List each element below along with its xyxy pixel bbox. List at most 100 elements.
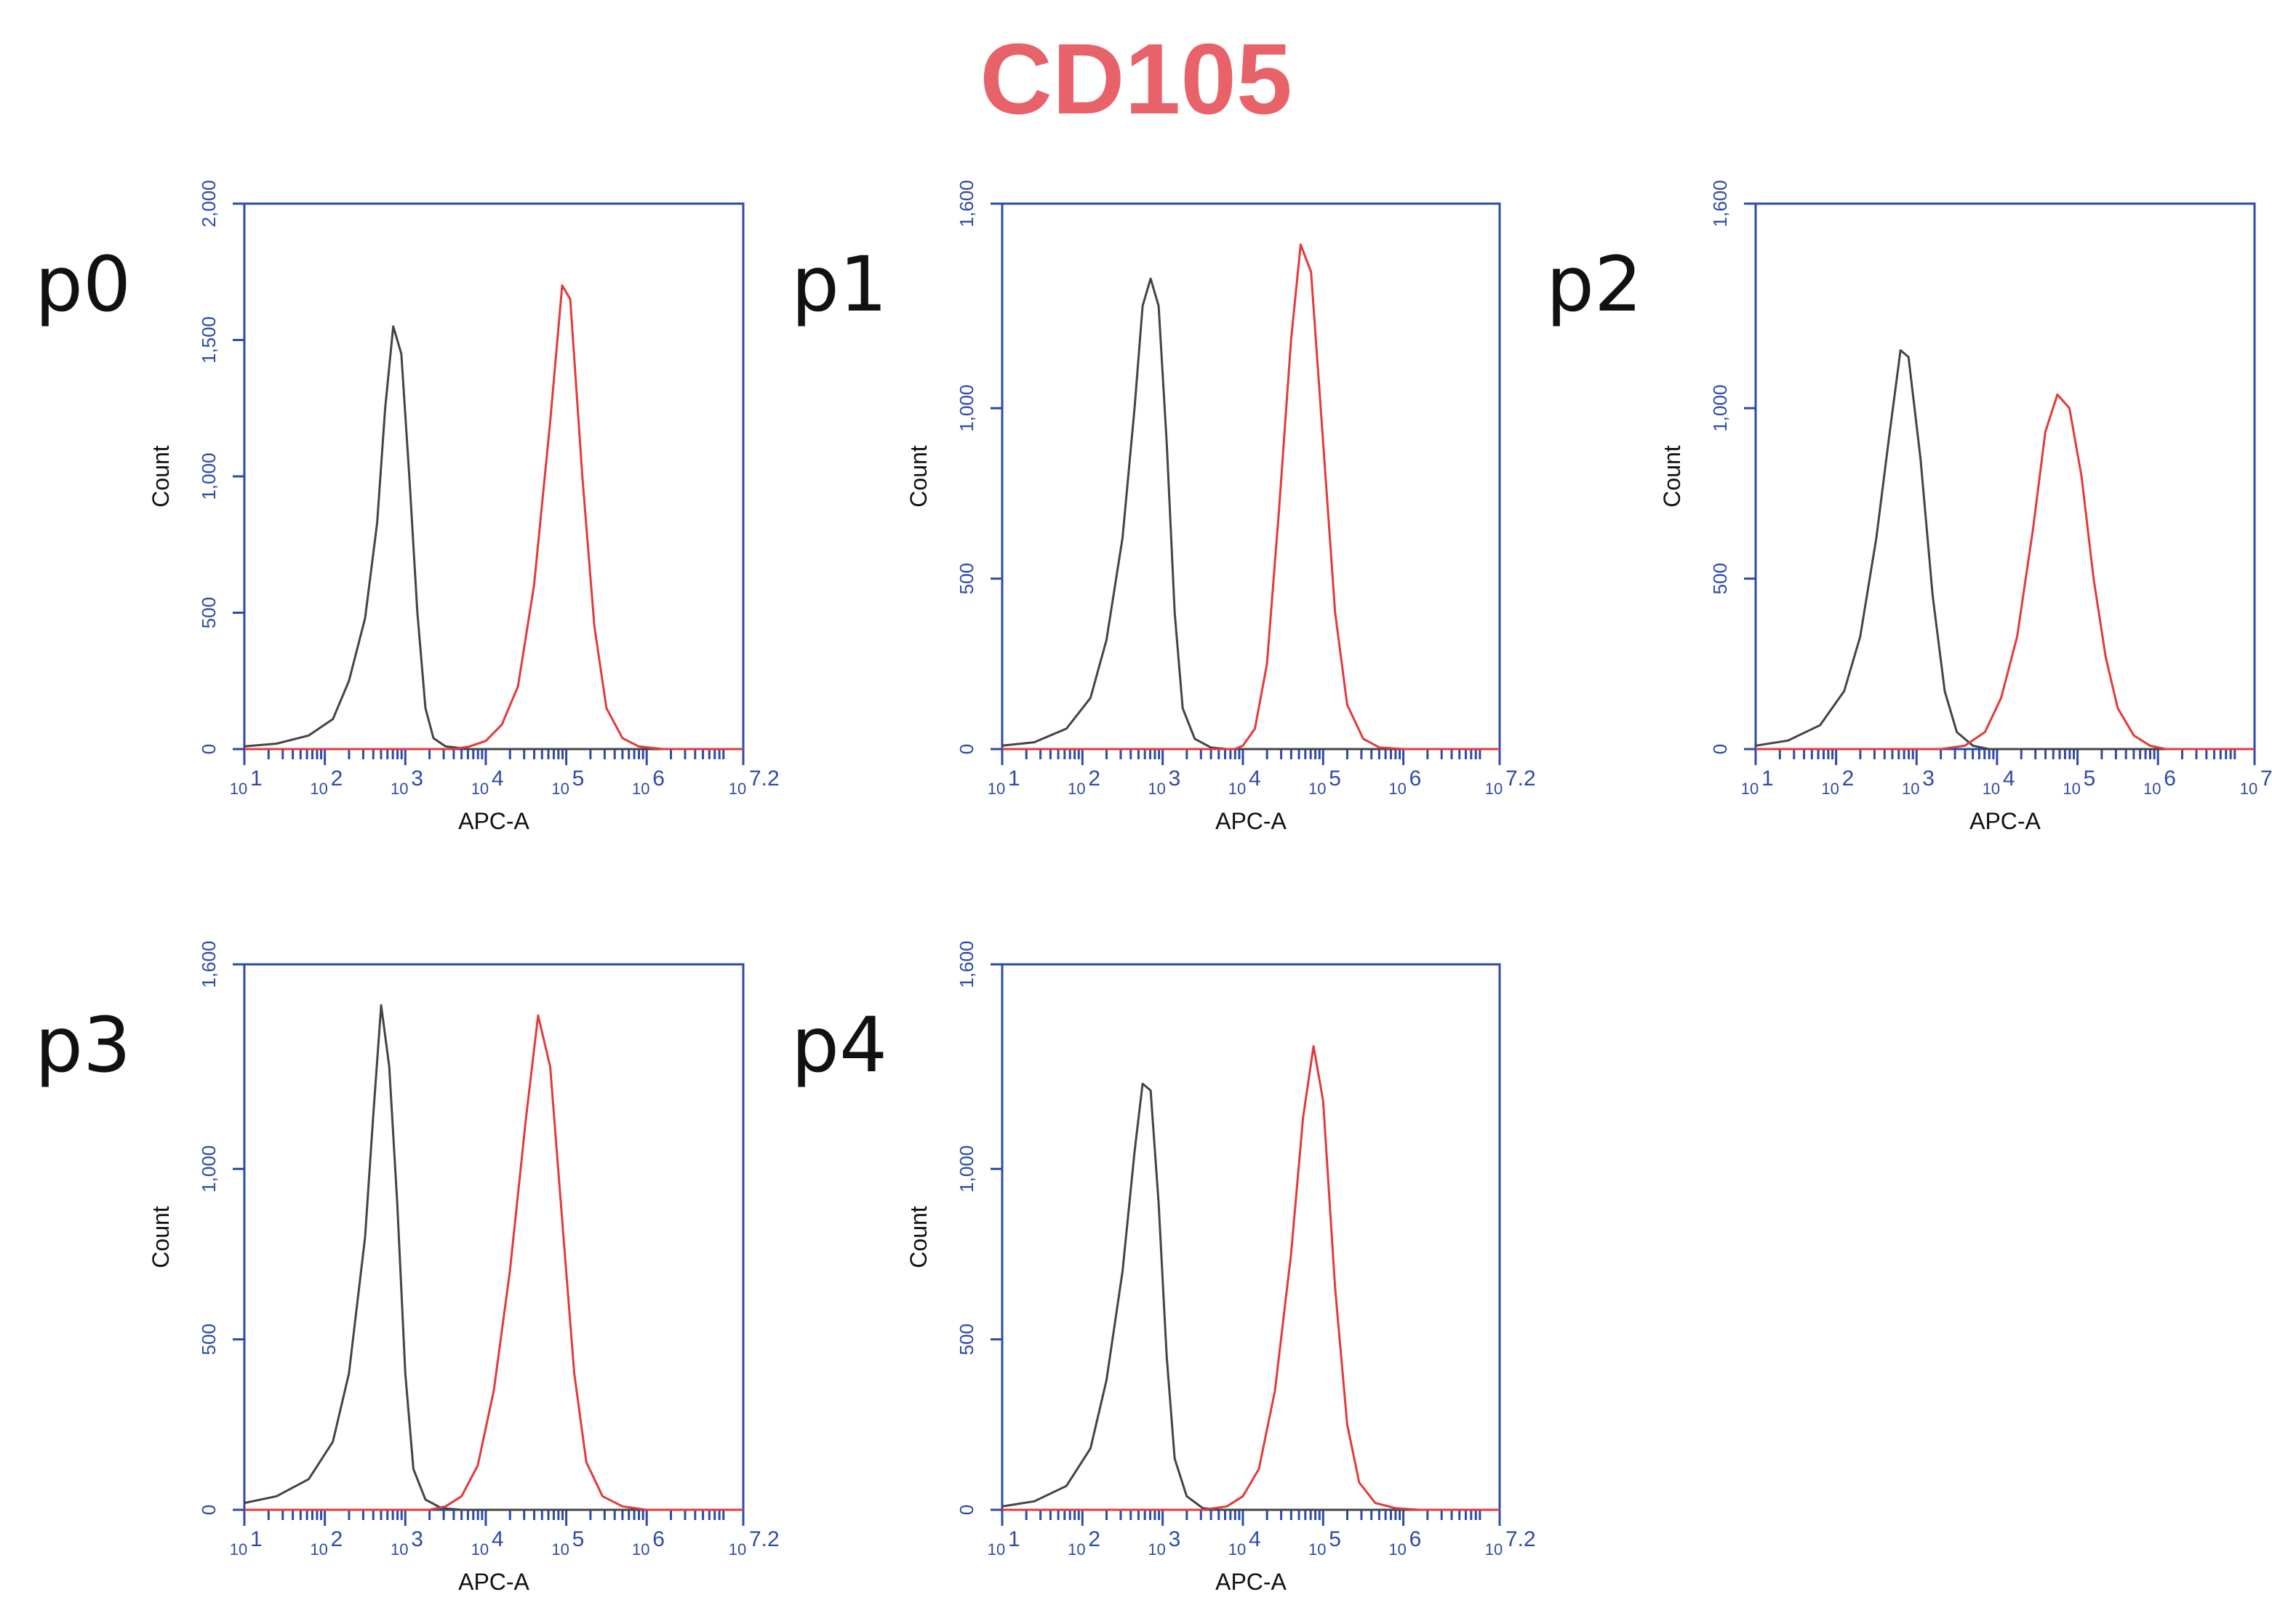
y-tick-label: 1,600	[198, 940, 220, 988]
x-tick-base: 10	[988, 1540, 1005, 1559]
x-tick-base: 10	[1388, 780, 1406, 798]
series-control	[244, 1004, 743, 1511]
x-tick-exponent: 6	[652, 767, 665, 791]
y-tick-label: 500	[198, 1324, 220, 1355]
y-tick-label: 500	[956, 1324, 977, 1355]
plot-frame	[1754, 202, 2256, 751]
x-tick-base: 10	[632, 780, 649, 798]
y-axis-label: Count	[905, 445, 932, 508]
x-tick-exponent: 1	[250, 1527, 263, 1551]
x-tick-base: 10	[391, 780, 408, 798]
y-tick-label: 1,000	[956, 1145, 977, 1193]
x-tick-base: 10	[1308, 1540, 1326, 1559]
series-control	[1001, 1082, 1500, 1511]
series-stained	[244, 284, 743, 751]
y-tick-label: 1,600	[956, 940, 977, 988]
x-tick-exponent: 7.2	[749, 1527, 780, 1551]
x-tick-base: 10	[729, 780, 746, 798]
figure-title: CD105	[980, 23, 1292, 135]
x-axis-label: APC-A	[1215, 808, 1287, 834]
x-tick-exponent: 1	[1008, 767, 1020, 791]
x-tick-base: 10	[1228, 780, 1246, 798]
x-tick-base: 10	[729, 1540, 746, 1559]
x-tick-base: 10	[391, 1540, 408, 1559]
x-tick-exponent: 7.2	[2260, 767, 2272, 791]
x-tick-exponent: 5	[2084, 767, 2096, 791]
x-tick-base: 10	[1902, 780, 1919, 798]
x-tick-exponent: 1	[1008, 1527, 1020, 1551]
x-tick-base: 10	[1068, 1540, 1085, 1559]
x-tick-base: 10	[988, 780, 1005, 798]
x-axis-label: APC-A	[458, 1569, 529, 1595]
y-tick-label: 1,500	[198, 316, 220, 364]
x-tick-base: 10	[551, 1540, 569, 1559]
x-tick-exponent: 3	[1922, 767, 1935, 791]
x-tick-base: 10	[1148, 1540, 1165, 1559]
y-tick-label: 500	[1709, 563, 1731, 594]
histogram-p2: 05001,0001,600101102103104105106107.2APC…	[1659, 180, 2272, 834]
series-control	[1001, 277, 1500, 751]
x-tick-exponent: 4	[1249, 767, 1261, 791]
x-tick-base: 10	[1388, 1540, 1406, 1559]
series-stained	[244, 1014, 743, 1511]
x-tick-exponent: 6	[1409, 767, 1422, 791]
x-tick-exponent: 1	[1761, 767, 1774, 791]
x-tick-exponent: 3	[411, 1527, 423, 1551]
y-axis-label: Count	[1659, 445, 1685, 508]
y-tick-label: 1,000	[1709, 385, 1731, 432]
x-tick-base: 10	[2063, 780, 2080, 798]
x-tick-exponent: 7.2	[1505, 767, 1536, 791]
panel-label-p3: p3	[35, 1001, 132, 1089]
x-tick-base: 10	[310, 1540, 327, 1559]
panel-label-p2: p2	[1546, 240, 1643, 329]
x-tick-exponent: 1	[250, 767, 263, 791]
plot-frame	[243, 963, 745, 1511]
x-tick-base: 10	[1821, 780, 1839, 798]
x-tick-exponent: 2	[1842, 767, 1855, 791]
x-tick-exponent: 4	[492, 1527, 504, 1551]
x-tick-exponent: 4	[2003, 767, 2015, 791]
x-tick-exponent: 3	[1169, 767, 1181, 791]
x-tick-base: 10	[1228, 1540, 1246, 1559]
y-tick-label: 1,000	[956, 385, 977, 432]
y-tick-label: 1,000	[198, 1145, 220, 1193]
x-tick-exponent: 7.2	[749, 767, 780, 791]
x-tick-base: 10	[1148, 780, 1165, 798]
series-stained	[1756, 393, 2255, 751]
y-tick-label: 0	[198, 1505, 220, 1515]
x-tick-base: 10	[1485, 1540, 1503, 1559]
y-axis-label: Count	[148, 445, 174, 508]
series-stained	[1002, 1045, 1500, 1511]
x-tick-base: 10	[471, 780, 489, 798]
y-tick-label: 0	[956, 744, 977, 754]
x-tick-exponent: 3	[1169, 1527, 1181, 1551]
x-axis-label: APC-A	[458, 808, 529, 834]
y-tick-label: 0	[1709, 744, 1731, 754]
x-tick-exponent: 4	[1249, 1527, 1261, 1551]
plot-frame	[243, 202, 745, 751]
x-tick-exponent: 4	[492, 767, 504, 791]
y-axis-label: Count	[148, 1206, 174, 1268]
x-tick-base: 10	[471, 1540, 489, 1559]
x-tick-exponent: 5	[1329, 767, 1341, 791]
x-tick-exponent: 6	[652, 1527, 665, 1551]
y-tick-label: 1,000	[198, 452, 220, 500]
y-tick-label: 1,600	[1709, 180, 1731, 227]
plot-frame	[1001, 202, 1501, 751]
x-tick-exponent: 2	[1088, 1527, 1100, 1551]
x-tick-base: 10	[1983, 780, 2000, 798]
y-axis-label: Count	[905, 1206, 932, 1268]
x-tick-base: 10	[310, 780, 327, 798]
x-tick-exponent: 2	[1088, 767, 1100, 791]
x-tick-base: 10	[1068, 780, 1085, 798]
y-tick-label: 2,000	[198, 180, 220, 227]
y-tick-label: 500	[198, 597, 220, 628]
x-tick-exponent: 5	[1329, 1527, 1341, 1551]
x-axis-label: APC-A	[1215, 1569, 1287, 1595]
x-tick-base: 10	[551, 780, 569, 798]
series-stained	[1002, 243, 1500, 751]
